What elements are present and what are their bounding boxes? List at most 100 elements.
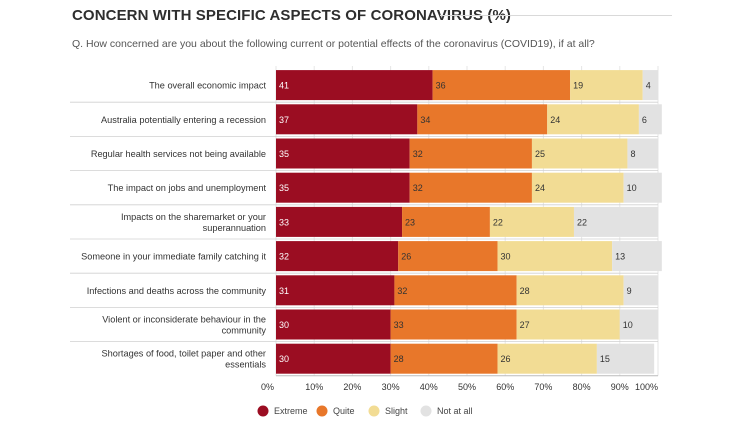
bar-extreme bbox=[276, 172, 410, 203]
bar-not-at-all bbox=[596, 343, 655, 374]
data-label: 8 bbox=[630, 149, 635, 159]
data-label: 24 bbox=[550, 115, 560, 125]
data-label: 35 bbox=[279, 149, 289, 159]
bar-slight bbox=[497, 343, 597, 374]
bar-quite bbox=[398, 241, 498, 272]
x-tick-label: 100% bbox=[635, 382, 658, 392]
x-tick-label: 60% bbox=[496, 382, 514, 392]
bar-extreme bbox=[276, 343, 391, 374]
bar-slight bbox=[531, 172, 624, 203]
bar-not-at-all bbox=[573, 206, 658, 237]
x-tick-label: 10% bbox=[305, 382, 323, 392]
bar-slight bbox=[547, 104, 639, 135]
bar-not-at-all bbox=[612, 241, 662, 272]
x-tick-label: 30% bbox=[382, 382, 400, 392]
data-label: 30 bbox=[279, 320, 289, 330]
bar-not-at-all bbox=[642, 70, 658, 101]
category-label: community bbox=[222, 326, 267, 336]
data-label: 26 bbox=[501, 354, 511, 364]
bar-quite bbox=[402, 206, 490, 237]
data-label: 32 bbox=[279, 252, 289, 262]
bar-slight bbox=[531, 138, 628, 169]
bar-not-at-all bbox=[627, 138, 658, 169]
data-label: 24 bbox=[535, 183, 545, 193]
bar-extreme bbox=[276, 138, 410, 169]
bar-quite bbox=[409, 138, 532, 169]
legend-label: Extreme bbox=[274, 406, 308, 416]
bar-not-at-all bbox=[619, 309, 658, 340]
data-label: 32 bbox=[397, 286, 407, 296]
x-tick-label: 90% bbox=[611, 382, 629, 392]
data-label: 6 bbox=[642, 115, 647, 125]
data-label: 31 bbox=[279, 286, 289, 296]
category-label: The impact on jobs and unemployment bbox=[108, 183, 267, 193]
data-label: 26 bbox=[401, 252, 411, 262]
data-label: 30 bbox=[279, 354, 289, 364]
legend-marker bbox=[257, 405, 269, 417]
legend-label: Not at all bbox=[437, 406, 473, 416]
category-label: The overall economic impact bbox=[149, 81, 266, 91]
data-label: 4 bbox=[646, 81, 651, 91]
data-label: 13 bbox=[615, 252, 625, 262]
title-divider bbox=[440, 15, 672, 16]
data-label: 37 bbox=[279, 115, 289, 125]
bar-slight bbox=[516, 309, 620, 340]
bar-extreme bbox=[276, 206, 403, 237]
x-tick-label: 80% bbox=[573, 382, 591, 392]
x-tick-label: 70% bbox=[534, 382, 552, 392]
category-label: Shortages of food, toilet paper and othe… bbox=[102, 349, 266, 359]
bar-slight bbox=[570, 70, 643, 101]
data-label: 36 bbox=[436, 81, 446, 91]
category-label: Infections and deaths across the communi… bbox=[87, 286, 267, 296]
legend-marker bbox=[420, 405, 432, 417]
bar-slight bbox=[497, 241, 613, 272]
bar-extreme bbox=[276, 70, 433, 101]
data-label: 10 bbox=[623, 320, 633, 330]
data-label: 35 bbox=[279, 183, 289, 193]
legend-marker bbox=[316, 405, 328, 417]
x-tick-label: 20% bbox=[343, 382, 361, 392]
data-label: 33 bbox=[394, 320, 404, 330]
bar-extreme bbox=[276, 241, 399, 272]
data-label: 28 bbox=[520, 286, 530, 296]
category-label: essentials bbox=[225, 360, 266, 370]
bar-quite bbox=[394, 275, 517, 306]
data-label: 22 bbox=[577, 217, 587, 227]
data-label: 23 bbox=[405, 217, 415, 227]
survey-question: Q. How concerned are you about the follo… bbox=[72, 38, 595, 50]
bar-extreme bbox=[276, 275, 395, 306]
bar-slight bbox=[516, 275, 624, 306]
category-label: Regular health services not being availa… bbox=[91, 149, 266, 159]
data-label: 15 bbox=[600, 354, 610, 364]
bar-not-at-all bbox=[638, 104, 662, 135]
bar-extreme bbox=[276, 309, 391, 340]
legend-label: Quite bbox=[333, 406, 355, 416]
data-label: 9 bbox=[627, 286, 632, 296]
category-label: Someone in your immediate family catchin… bbox=[81, 252, 266, 262]
x-tick-label: 50% bbox=[458, 382, 476, 392]
bar-quite bbox=[390, 343, 498, 374]
data-label: 25 bbox=[535, 149, 545, 159]
category-label: superannuation bbox=[203, 223, 266, 233]
bar-extreme bbox=[276, 104, 418, 135]
data-label: 41 bbox=[279, 81, 289, 91]
data-label: 34 bbox=[420, 115, 430, 125]
category-label: Violent or inconsiderate behaviour in th… bbox=[102, 315, 266, 325]
data-label: 10 bbox=[627, 183, 637, 193]
data-label: 33 bbox=[279, 217, 289, 227]
bar-quite bbox=[390, 309, 517, 340]
bar-quite bbox=[432, 70, 571, 101]
data-label: 27 bbox=[520, 320, 530, 330]
data-label: 32 bbox=[413, 183, 423, 193]
x-tick-label: 0% bbox=[261, 382, 274, 392]
bar-not-at-all bbox=[623, 172, 662, 203]
category-label: Impacts on the sharemarket or your bbox=[121, 212, 266, 222]
data-label: 30 bbox=[501, 252, 511, 262]
category-label: Australia potentially entering a recessi… bbox=[101, 115, 266, 125]
data-label: 32 bbox=[413, 149, 423, 159]
bar-not-at-all bbox=[623, 275, 658, 306]
chart-title: CONCERN WITH SPECIFIC ASPECTS OF CORONAV… bbox=[72, 7, 511, 24]
bar-quite bbox=[417, 104, 548, 135]
data-label: 19 bbox=[573, 81, 583, 91]
